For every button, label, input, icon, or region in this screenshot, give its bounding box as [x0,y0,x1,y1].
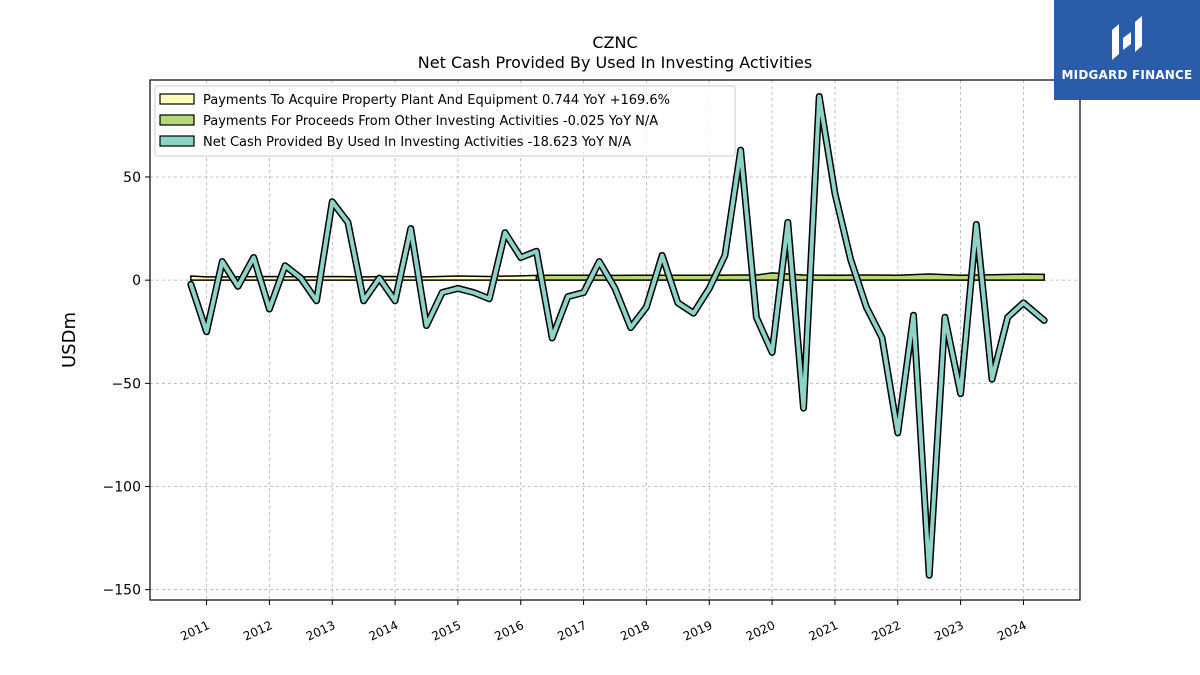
legend-swatch-net [159,135,195,147]
x-tick-label: 2012 [241,618,275,644]
y-axis-label: USDm [59,312,80,368]
net-cash-line [188,94,1047,578]
y-tick-label: −150 [103,583,141,599]
x-tick-label: 2020 [744,618,778,644]
legend: Payments To Acquire Property Plant And E… [154,85,736,157]
x-tick-label: 2016 [492,618,526,644]
x-tick-label: 2024 [995,618,1029,644]
y-tick-label: 50 [123,170,141,186]
brand-logo: MIDGARD FINANCE [1054,0,1200,100]
brand-name: MIDGARD FINANCE [1061,68,1193,82]
plot-frame [149,79,1081,601]
chart-subtitle: Net Cash Provided By Used In Investing A… [418,53,812,72]
y-tick-label: 0 [132,273,141,289]
x-tick-label: 2021 [807,618,841,644]
legend-swatch-ppe [159,93,195,105]
y-tick-label: −100 [103,480,141,496]
x-tick-label: 2019 [681,618,715,644]
legend-label-net: Net Cash Provided By Used In Investing A… [203,135,631,150]
legend-label-other: Payments For Proceeds From Other Investi… [203,114,658,129]
x-tick-label: 2013 [304,618,338,644]
chart-title: CZNC [592,33,637,52]
y-tick-label: −50 [111,376,141,392]
x-tick-label: 2011 [178,618,212,644]
y-axis-ticks: 50 0 −50 −100 −150 [103,170,150,599]
x-tick-label: 2023 [932,618,966,644]
legend-label-ppe: Payments To Acquire Property Plant And E… [203,93,670,108]
x-axis-ticks: 2011 2012 2013 2014 2015 2016 2017 2018 2019 2020… [178,600,1029,644]
line-series [187,93,1048,579]
x-tick-label: 2018 [618,618,652,644]
legend-box [154,85,736,157]
x-tick-label: 2014 [367,618,401,644]
x-tick-label: 2015 [430,618,464,644]
x-tick-label: 2017 [555,618,589,644]
legend-swatch-other [159,114,195,126]
midgard-logo-icon [1112,16,1142,60]
x-tick-label: 2022 [869,618,903,644]
